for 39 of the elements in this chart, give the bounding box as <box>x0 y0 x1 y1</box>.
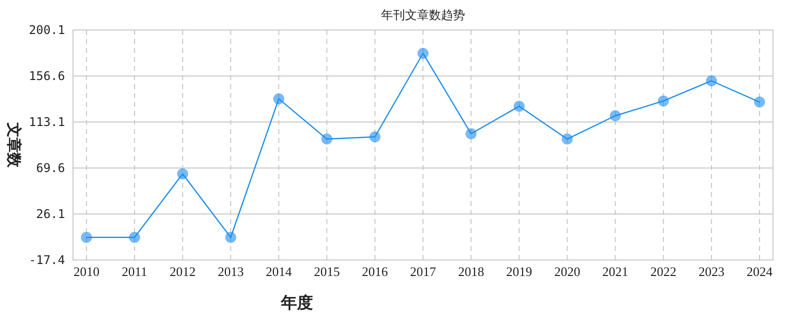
point <box>177 168 188 180</box>
chart-title: 年刊文章数趋势 <box>381 8 465 22</box>
y-tick-label: 113.1 <box>28 115 65 129</box>
point <box>754 96 766 108</box>
y-tick-label: 69.6 <box>36 161 65 175</box>
x-tick-label: 2018 <box>458 264 484 279</box>
x-tick-label: 2022 <box>650 264 676 279</box>
point <box>562 134 573 145</box>
x-tick-label: 2017 <box>410 264 436 279</box>
y-axis-title: 文章数 <box>5 122 23 168</box>
point <box>225 232 236 243</box>
y-tick-label: 200.1 <box>28 23 65 37</box>
point <box>321 134 332 145</box>
y-tick-label: 26.1 <box>36 207 65 221</box>
point <box>369 131 380 142</box>
x-tick-label: 2023 <box>698 264 724 279</box>
y-tick-label: -17.4 <box>28 253 65 267</box>
x-tick-label: 2014 <box>266 264 292 279</box>
x-tick-label: 2019 <box>506 264 532 279</box>
point <box>706 75 717 86</box>
point <box>466 128 477 140</box>
point <box>610 110 621 122</box>
point <box>514 100 525 112</box>
x-tick-label: 2012 <box>170 264 196 279</box>
x-axis-title: 年度 <box>280 293 313 312</box>
x-tick-label: 2013 <box>218 264 244 279</box>
point <box>418 48 428 59</box>
y-tick-label: 156.6 <box>28 69 65 83</box>
point <box>80 232 92 243</box>
point <box>273 93 284 104</box>
point <box>658 95 669 106</box>
x-tick-label: 2016 <box>362 264 388 279</box>
x-tick-label: 2021 <box>602 264 628 279</box>
x-tick-label: 2011 <box>122 264 148 279</box>
point <box>129 232 140 243</box>
x-tick-label: 2010 <box>73 264 100 279</box>
x-tick-label: 2024 <box>746 264 774 279</box>
x-tick-label: 2015 <box>314 264 340 279</box>
x-tick-label: 2020 <box>554 264 580 279</box>
